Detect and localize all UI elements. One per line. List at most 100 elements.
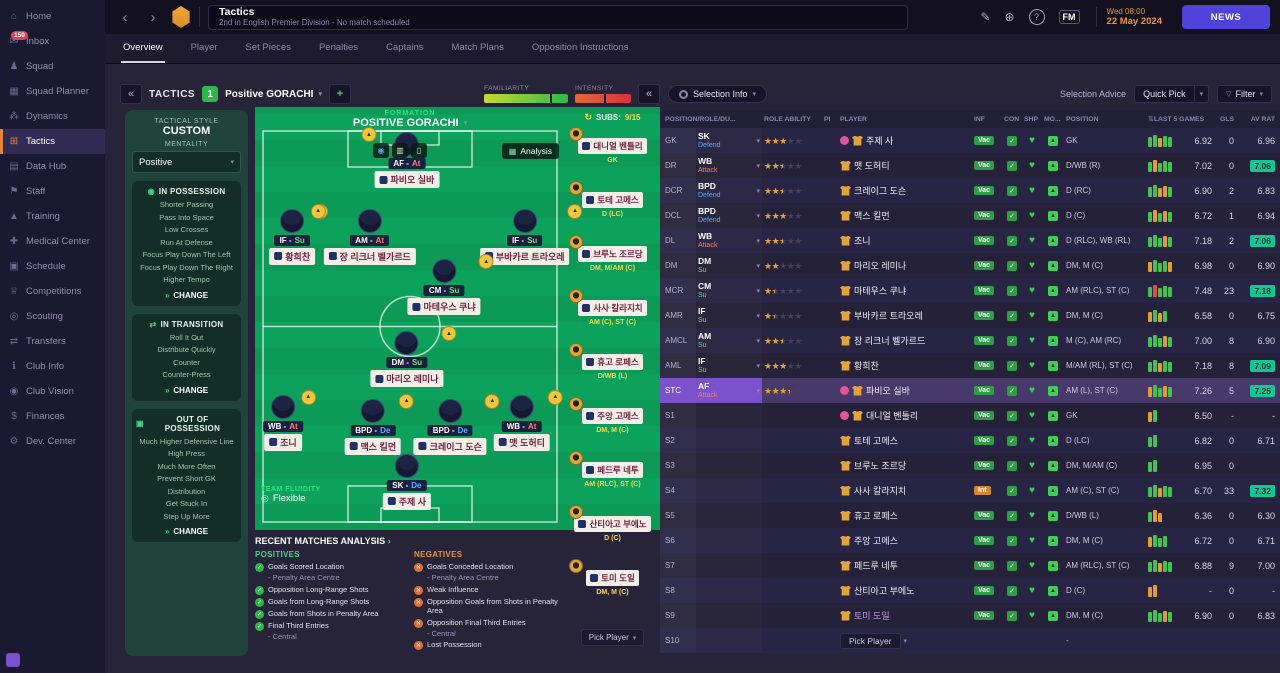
player-cell[interactable]: 파비오 실바 [838,378,972,403]
tactic-slot-badge[interactable]: 1 [202,86,219,102]
role-cell[interactable]: IF Su ▾ [696,353,762,378]
change-button[interactable]: » CHANGE [136,527,237,536]
role-cell[interactable]: AF Attack ▾ [696,378,762,403]
player-cell[interactable]: 마리오 레미나 [838,253,972,278]
pitch-player[interactable]: ▲ BPD - De 크레이그 도슨 [413,393,500,455]
role-cell[interactable] [696,503,762,528]
player-cell[interactable]: 사사 칼라지치 [838,478,972,503]
player-cell[interactable]: 대니얼 벤틀리 [838,403,972,428]
col-pi[interactable]: PI [824,115,831,123]
player-cell[interactable]: 페드루 네투 [838,553,972,578]
collapse-left-button[interactable]: « [120,84,142,104]
squad-row[interactable]: S6 주앙 고메스 Vac ✓ ♥ ▲ DM, M (C) 6.72 0 6.71 [660,528,1280,553]
change-button[interactable]: » CHANGE [136,291,237,300]
squad-row[interactable]: S1 대니얼 벤틀리 Vac ✓ ♥ ▲ GK 6.50 - - [660,403,1280,428]
player-cell[interactable]: 주앙 고메스 [838,528,972,553]
col-shp[interactable]: SHP [1024,115,1038,123]
sidebar-footer-icon[interactable] [6,653,20,667]
sidebar-item-dev-center[interactable]: ⚙ Dev. Center [0,429,105,454]
player-cell[interactable]: 조니 [838,228,972,253]
sidebar-item-medical-center[interactable]: ✚ Medical Center [0,229,105,254]
role-cell[interactable] [696,528,762,553]
tactic-preset-dropdown[interactable]: Positive GORACHI ▾ [225,89,322,100]
role-cell[interactable]: AM Su ▾ [696,328,762,353]
player-cell[interactable]: 맷 도허티 [838,153,972,178]
col-position[interactable]: POSITION [1066,115,1099,123]
sidebar-item-club-vision[interactable]: ◉ Club Vision [0,379,105,404]
sub-player[interactable]: 사사 칼라지치 AM (C), ST (C) [565,287,660,341]
player-cell[interactable]: 황희찬 [838,353,972,378]
change-button[interactable]: » CHANGE [136,386,237,395]
tab-overview[interactable]: Overview [121,34,165,63]
role-cell[interactable]: SK Defend ▾ [696,128,762,153]
sidebar-item-club-info[interactable]: ℹ Club Info [0,354,105,379]
player-cell[interactable]: 휴고 로페스 [838,503,972,528]
selection-info-dropdown[interactable]: Selection Info ▾ [668,85,768,103]
player-cell[interactable]: 브루노 조르당 [838,453,972,478]
sidebar-item-squad[interactable]: ♟ Squad [0,54,105,79]
news-button[interactable]: NEWS [1182,5,1270,29]
pitch-player[interactable]: ▲ IF -Su 황희찬 [269,203,329,265]
squad-row[interactable]: S4 사사 칼라지치 Int ✓ ♥ ▲ AM (C), ST (C) 6.70 33 7.32 [660,478,1280,503]
pitch-player[interactable]: ▲ BPD - De 맥스 킬먼 [344,393,415,455]
sidebar-item-squad-planner[interactable]: ▦ Squad Planner [0,79,105,104]
analysis-button[interactable]: ▦ Analysis [501,143,559,159]
squad-row[interactable]: S7 페드루 네투 Vac ✓ ♥ ▲ AM (RLC), ST (C) 6.88 9 7.00 [660,553,1280,578]
help-icon[interactable]: ? [1028,9,1045,25]
sidebar-item-training[interactable]: ▲ Training [0,204,105,229]
sidebar-item-home[interactable]: ⌂ Home [0,4,105,29]
quick-pick-dropdown[interactable]: ▾ [1194,85,1210,103]
player-cell[interactable]: 크레이그 도슨 [838,178,972,203]
pitch-player[interactable]: SK - De 주제 사 [382,453,432,510]
col-last5[interactable]: ⇅LAST 5 GAMES [1148,116,1205,123]
role-cell[interactable] [696,603,762,628]
role-cell[interactable]: DM Su ▾ [696,253,762,278]
pitch-player[interactable]: ▲ CM - Su 마테우스 쿠냐 [407,254,494,316]
tab-captains[interactable]: Captains [386,42,424,53]
analysis-title[interactable]: RECENT MATCHES ANALYSIS › [255,536,563,546]
sidebar-item-inbox[interactable]: ✉ Inbox 150 [0,29,105,54]
role-cell[interactable]: IF Su ▾ [696,303,762,328]
forward-button[interactable]: › [143,7,163,27]
sidebar-item-scouting[interactable]: ◎ Scouting [0,304,105,329]
add-tactic-button[interactable]: + [328,84,351,104]
player-cell[interactable]: 부바카르 트라오레 [838,303,972,328]
role-cell[interactable]: BPD Defend ▾ [696,178,762,203]
role-cell[interactable]: CM Su ▾ [696,278,762,303]
sub-player[interactable]: 대니얼 벤틀리 GK [565,125,660,179]
role-cell[interactable]: WB Attack ▾ [696,228,762,253]
role-cell[interactable]: WB Attack ▾ [696,153,762,178]
sub-player[interactable]: Pick Player ▾ [565,611,660,665]
mentality-dropdown[interactable]: Positive ▾ [132,151,241,173]
player-cell[interactable]: 토테 고메스 [838,428,972,453]
col-con[interactable]: CON [1004,115,1020,123]
player-cell[interactable]: 토미 도일 [838,603,972,628]
tab-match-plans[interactable]: Match Plans [451,42,504,53]
col-player[interactable]: PLAYER [840,115,867,123]
tab-player[interactable]: Player [190,42,218,53]
col-avrat[interactable]: AV RAT [1250,115,1275,123]
role-cell[interactable] [696,578,762,603]
filter-button[interactable]: ▽ Filter ▾ [1217,85,1272,103]
role-cell[interactable] [696,628,762,653]
player-cell[interactable]: 산티아고 부에노 [838,578,972,603]
squad-row[interactable]: S2 토테 고메스 Vac ✓ ♥ ▲ D (LC) 6.82 0 6.71 [660,428,1280,453]
squad-row[interactable]: S3 브루노 조르당 Vac ✓ ♥ ▲ DM, M/AM (C) 6.95 0 [660,453,1280,478]
col-mor[interactable]: MO... [1044,115,1061,123]
tab-opposition-instructions[interactable]: Opposition Instructions [531,42,629,53]
role-cell[interactable] [696,553,762,578]
player-cell[interactable]: 장 리크너 벨가르드 [838,328,972,353]
tab-set-pieces[interactable]: Set Pieces [245,42,291,53]
sub-player[interactable]: 페드루 네투 AM (RLC), ST (C) [565,449,660,503]
sidebar-item-competitions[interactable]: ♕ Competitions [0,279,105,304]
